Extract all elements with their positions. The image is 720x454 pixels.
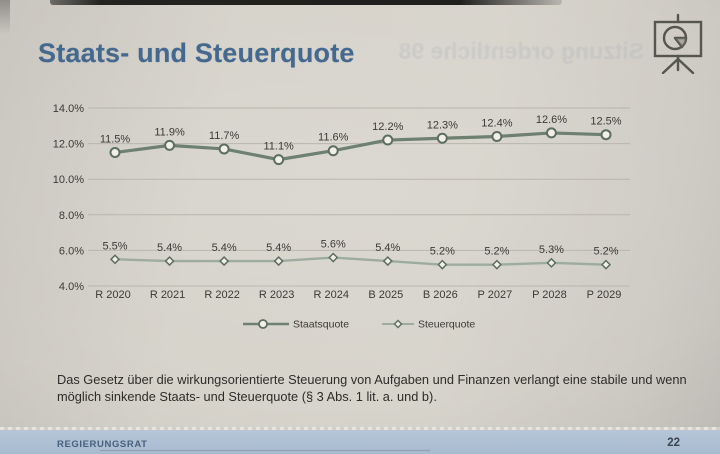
footer-bar: REGIERUNGSRAT 22: [0, 427, 720, 454]
svg-text:12.3%: 12.3%: [427, 119, 458, 131]
svg-text:11.6%: 11.6%: [318, 132, 349, 144]
svg-text:R 2021: R 2021: [150, 289, 185, 301]
data-point-steuerquote: [328, 252, 339, 263]
series-staatsquote: 11.5% 11.9% 11.7% 11.1% 11.6% 12.2% 12.3% 12.4%…: [100, 114, 622, 166]
svg-text:5.6%: 5.6%: [321, 239, 346, 251]
svg-text:11.9%: 11.9%: [154, 126, 185, 138]
data-point-staatsquote: [600, 129, 612, 141]
presentation-chart-icon: [653, 13, 703, 74]
svg-text:10.0%: 10.0%: [53, 174, 84, 186]
page-corner-shade: [0, 0, 10, 34]
svg-text:12.4%: 12.4%: [481, 117, 512, 129]
data-point-steuerquote: [382, 256, 393, 267]
svg-text:5.4%: 5.4%: [266, 242, 291, 254]
data-point-staatsquote: [273, 154, 285, 166]
svg-text:R 2023: R 2023: [259, 289, 294, 301]
svg-text:B 2025: B 2025: [368, 289, 403, 301]
page-title: Staats- und Steuerquote: [38, 38, 355, 68]
data-point-steuerquote: [546, 257, 557, 268]
page-top-edge: [50, 0, 562, 5]
svg-text:14.0%: 14.0%: [53, 103, 84, 115]
svg-text:6.0%: 6.0%: [59, 245, 84, 257]
svg-text:5.5%: 5.5%: [102, 240, 127, 252]
svg-text:5.2%: 5.2%: [430, 246, 455, 258]
svg-text:12.2%: 12.2%: [372, 121, 403, 133]
gridlines: [88, 107, 630, 287]
footer-rule: [100, 450, 430, 451]
svg-text:R 2024: R 2024: [313, 289, 348, 301]
data-point-staatsquote: [164, 139, 176, 151]
data-point-steuerquote: [109, 254, 121, 265]
svg-text:12.0%: 12.0%: [53, 139, 84, 151]
svg-text:5.2%: 5.2%: [484, 246, 509, 258]
data-point-staatsquote: [109, 147, 121, 158]
svg-text:11.7%: 11.7%: [209, 130, 240, 142]
data-point-staatsquote: [491, 130, 503, 142]
data-point-staatsquote: [436, 132, 448, 144]
data-point-staatsquote: [327, 145, 339, 157]
data-point-steuerquote: [437, 259, 448, 270]
svg-text:5.4%: 5.4%: [375, 242, 400, 254]
data-point-steuerquote: [600, 259, 612, 270]
page-number: 22: [667, 437, 680, 449]
svg-text:R 2022: R 2022: [204, 289, 239, 301]
svg-text:Steuerquote: Steuerquote: [418, 319, 475, 331]
svg-text:Staatsquote: Staatsquote: [293, 319, 349, 331]
svg-text:P 2027: P 2027: [478, 289, 513, 301]
svg-text:P 2029: P 2029: [587, 289, 622, 301]
svg-text:R 2020: R 2020: [95, 289, 130, 301]
data-point-steuerquote: [273, 256, 284, 267]
svg-text:11.1%: 11.1%: [263, 141, 294, 153]
chart-legend: Staatsquote Steuerquote: [243, 319, 475, 331]
svg-text:11.5%: 11.5%: [100, 134, 131, 146]
note-text: Das Gesetz über die wirkungsorientierte …: [57, 372, 687, 404]
svg-text:8.0%: 8.0%: [59, 210, 84, 222]
data-point-staatsquote: [382, 134, 394, 146]
svg-text:12.6%: 12.6%: [536, 114, 567, 126]
line-chart: 4.0%6.0%8.0%10.0%12.0%14.0%11.5%11.9% 11.…: [53, 103, 630, 331]
data-point-steuerquote: [219, 256, 230, 267]
data-point-steuerquote: [164, 256, 175, 267]
svg-text:P 2028: P 2028: [532, 289, 567, 301]
svg-text:5.4%: 5.4%: [157, 242, 182, 254]
svg-text:4.0%: 4.0%: [59, 281, 84, 293]
x-axis-labels: R 2020 R 2021 R 2022 R 2023 R 2024 B 2025 B 20…: [95, 289, 621, 301]
svg-text:5.4%: 5.4%: [212, 242, 237, 254]
footer-org-label: REGIERUNGSRAT: [57, 439, 148, 450]
series-steuerquote: 5.5% 5.4% 5.4% 5.4% 5.6% 5.4% 5.2% 5.2% 5.3% 5.2%: [102, 239, 619, 270]
y-axis-labels: 4.0% 6.0% 8.0% 10.0% 12.0% 14.0%: [53, 103, 84, 293]
svg-text:B 2026: B 2026: [423, 289, 458, 301]
svg-text:5.2%: 5.2%: [593, 246, 618, 258]
svg-text:12.5%: 12.5%: [590, 116, 621, 128]
data-point-steuerquote: [491, 259, 502, 270]
data-point-staatsquote: [218, 143, 230, 155]
svg-text:5.3%: 5.3%: [539, 244, 564, 256]
data-point-staatsquote: [545, 127, 557, 139]
